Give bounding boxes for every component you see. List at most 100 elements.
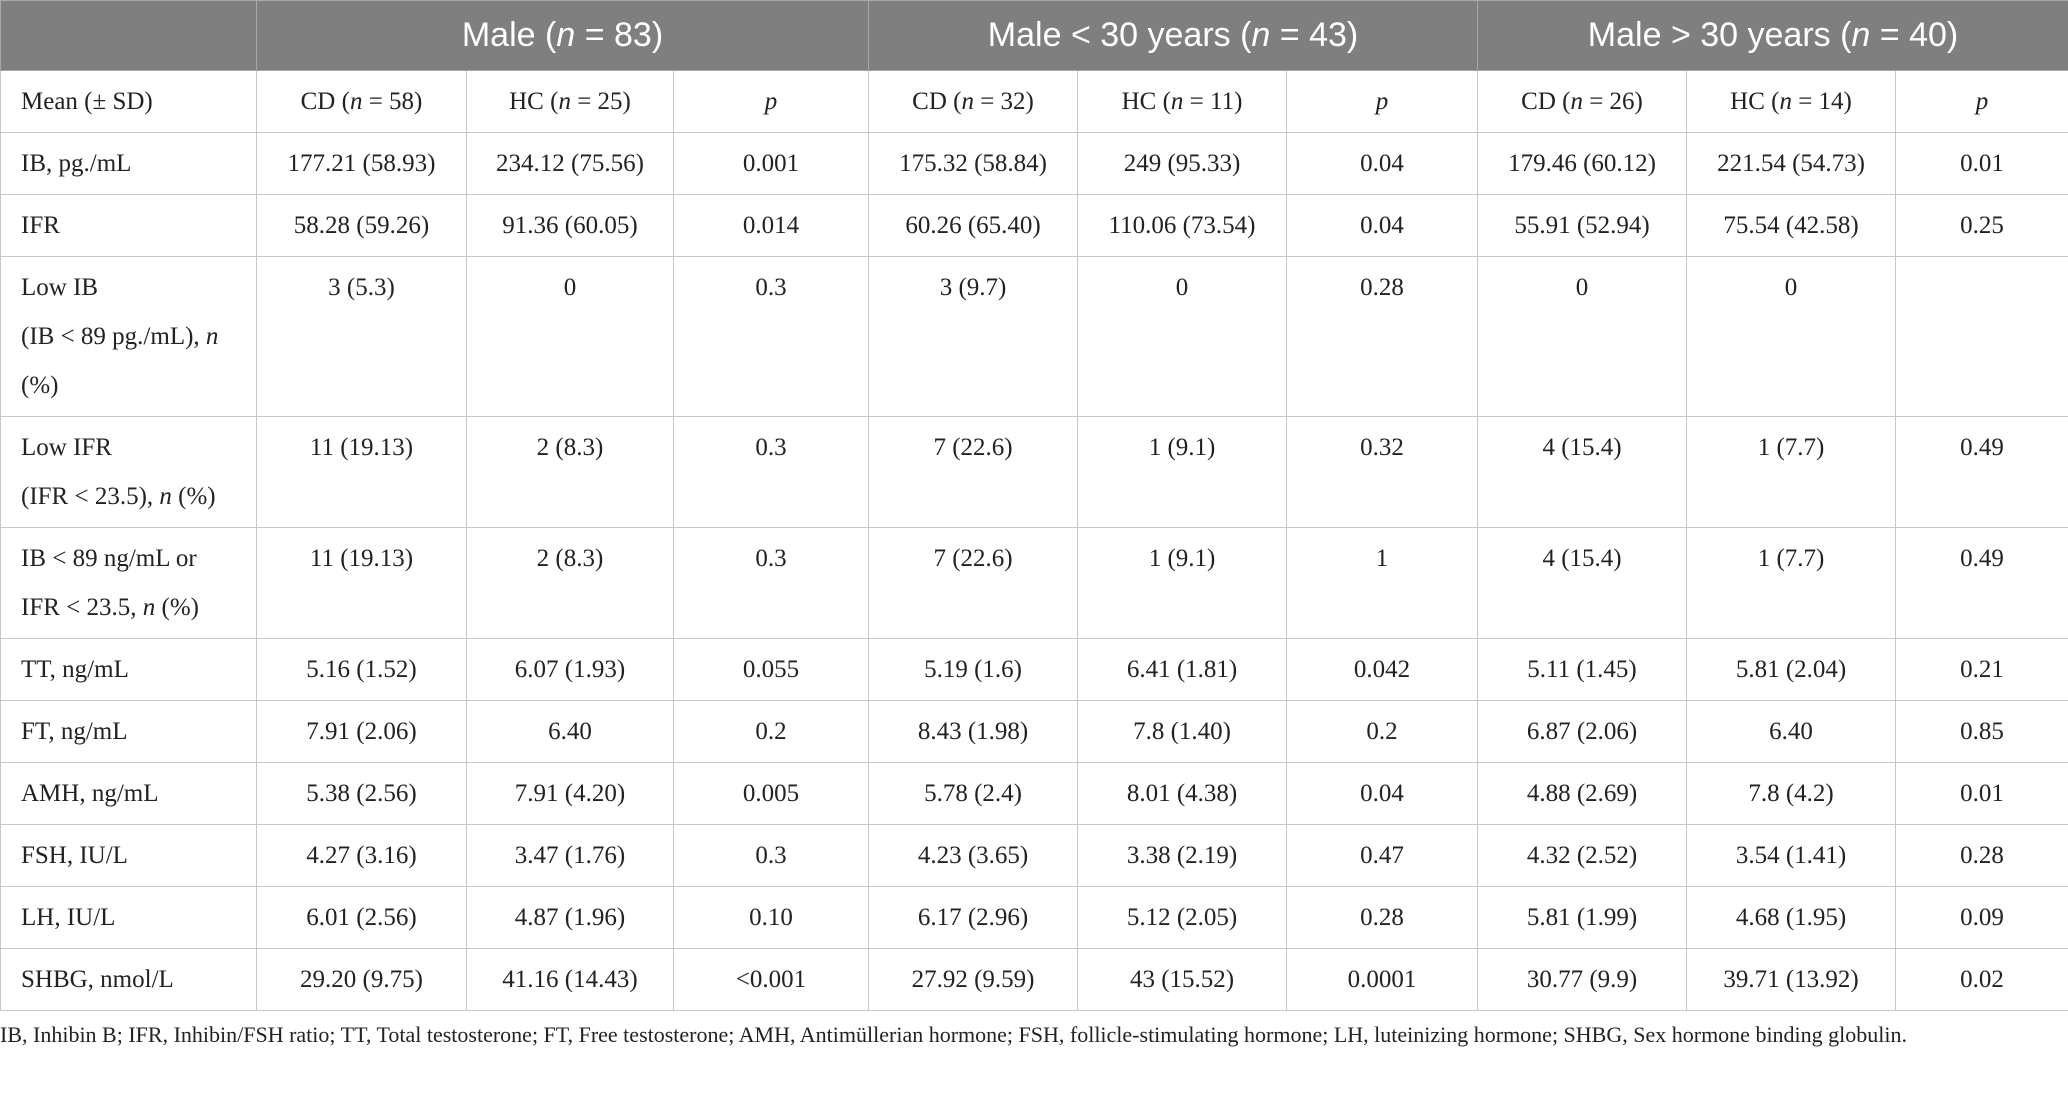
row-label-line: IB < 89 ng/mL or	[21, 545, 197, 572]
table-cell: 7.91 (2.06)	[256, 700, 467, 763]
table-cell: 0.0001	[1286, 948, 1479, 1011]
table-cell: 5.11 (1.45)	[1477, 638, 1688, 701]
table-cell: 4.27 (3.16)	[256, 824, 467, 887]
row-label-line: IB, pg./mL	[21, 150, 132, 177]
table-cell: 7.91 (4.20)	[466, 762, 674, 825]
table-cell: 0.47	[1286, 824, 1479, 887]
table-cell: 0.3	[672, 824, 870, 887]
table-cell: 3.47 (1.76)	[466, 824, 674, 887]
table-cell: 30.77 (9.9)	[1477, 948, 1688, 1011]
table-cell: 41.16 (14.43)	[466, 948, 674, 1011]
table-cell: 3.38 (2.19)	[1077, 824, 1288, 887]
table-cell: 55.91 (52.94)	[1477, 194, 1688, 257]
table-cell: 5.81 (2.04)	[1686, 638, 1897, 701]
table-cell: 0.042	[1286, 638, 1479, 701]
table-cell: 0.85	[1895, 700, 2068, 763]
header-group-male-over-30: Male > 30 years (n = 40)	[1477, 0, 2068, 71]
row-label: SHBG, nmol/L	[0, 948, 257, 1011]
table-cell: 6.17 (2.96)	[868, 886, 1079, 949]
table-cell: 6.07 (1.93)	[466, 638, 674, 701]
table-cell: 0.3	[672, 527, 870, 639]
table-cell: 179.46 (60.12)	[1477, 132, 1688, 195]
table-cell: 0.28	[1286, 256, 1479, 417]
table-cell: 5.19 (1.6)	[868, 638, 1079, 701]
table-cell: 234.12 (75.56)	[466, 132, 674, 195]
table-cell: 0.2	[1286, 700, 1479, 763]
table-cell: 110.06 (73.54)	[1077, 194, 1288, 257]
subheader-hc: HC (n = 11)	[1077, 70, 1288, 133]
row-label-line: Low IFR	[21, 434, 112, 461]
table-cell: 5.12 (2.05)	[1077, 886, 1288, 949]
table-cell: 1 (9.1)	[1077, 416, 1288, 528]
table-cell: 6.41 (1.81)	[1077, 638, 1288, 701]
table-cell: 4.87 (1.96)	[466, 886, 674, 949]
header-group-male: Male (n = 83)	[255, 0, 870, 71]
row-label: Low IB (IB < 89 pg./mL), n (%)	[0, 256, 257, 417]
table-cell: 4.68 (1.95)	[1686, 886, 1897, 949]
table-cell: 0.04	[1286, 194, 1479, 257]
table-header: Male (n = 83) Male < 30 years (n = 43) M…	[0, 0, 2068, 71]
table-cell: 2 (8.3)	[466, 416, 674, 528]
row-label-line: FSH, IU/L	[21, 842, 128, 869]
row-label: LH, IU/L	[0, 886, 257, 949]
table-cell: 4 (15.4)	[1477, 527, 1688, 639]
subheader-hc: HC (n = 14)	[1686, 70, 1897, 133]
table-cell: 4.32 (2.52)	[1477, 824, 1688, 887]
table-cell: 11 (19.13)	[256, 527, 467, 639]
table-cell: 0.49	[1895, 416, 2068, 528]
table-cell: 0.005	[672, 762, 870, 825]
header-corner	[0, 0, 257, 71]
row-label-line: FT, ng/mL	[21, 718, 128, 745]
table-cell: 2 (8.3)	[466, 527, 674, 639]
row-label: Low IFR (IFR < 23.5), n (%)	[0, 416, 257, 528]
table-cell: 0.3	[672, 256, 870, 417]
data-table: Male (n = 83) Male < 30 years (n = 43) M…	[0, 0, 2068, 1011]
row-label: FT, ng/mL	[0, 700, 257, 763]
table-cell: 6.40	[1686, 700, 1897, 763]
table-row: FSH, IU/L 4.27 (3.16) 3.47 (1.76) 0.3 4.23 (…	[0, 824, 2068, 887]
table-cell: 7 (22.6)	[868, 527, 1079, 639]
table-cell: 39.71 (13.92)	[1686, 948, 1897, 1011]
table-row: FT, ng/mL 7.91 (2.06) 6.40 0.2 8.43 (1.98) 7.…	[0, 700, 2068, 763]
row-label: IB < 89 ng/mL or IFR < 23.5, n (%)	[0, 527, 257, 639]
subheader-label: Mean (± SD)	[0, 70, 257, 133]
table-row: TT, ng/mL 5.16 (1.52) 6.07 (1.93) 0.055 5.19…	[0, 638, 2068, 701]
footnote: IB, Inhibin B; IFR, Inhibin/FSH ratio; T…	[0, 1022, 1908, 1047]
table-cell: 43 (15.52)	[1077, 948, 1288, 1011]
row-label-line: SHBG, nmol/L	[21, 966, 174, 993]
table-cell: 0	[1477, 256, 1688, 417]
table-row: IFR 58.28 (59.26) 91.36 (60.05) 0.014 60.26 …	[0, 194, 2068, 257]
table-cell: 0	[1686, 256, 1897, 417]
table-cell: 11 (19.13)	[256, 416, 467, 528]
table-cell: 3 (9.7)	[868, 256, 1079, 417]
row-label-line: AMH, ng/mL	[21, 780, 159, 807]
table-row: IB, pg./mL 177.21 (58.93) 234.12 (75.56) 0.…	[0, 132, 2068, 195]
row-label-line: (IB < 89 pg./mL), n	[21, 323, 219, 350]
table-cell: 1	[1286, 527, 1479, 639]
table-cell: 0.32	[1286, 416, 1479, 528]
table-cell: 0.25	[1895, 194, 2068, 257]
row-label-line: TT, ng/mL	[21, 656, 129, 683]
row-label: FSH, IU/L	[0, 824, 257, 887]
subheader-cd: CD (n = 32)	[868, 70, 1079, 133]
table-cell: 0.21	[1895, 638, 2068, 701]
table-cell: 7.8 (1.40)	[1077, 700, 1288, 763]
table-cell: 5.81 (1.99)	[1477, 886, 1688, 949]
table-cell: 6.87 (2.06)	[1477, 700, 1688, 763]
table-row: IB < 89 ng/mL or IFR < 23.5, n (%) 11 (19.…	[0, 527, 2068, 639]
table-cell: 177.21 (58.93)	[256, 132, 467, 195]
table-cell: 175.32 (58.84)	[868, 132, 1079, 195]
table-cell: 0.28	[1286, 886, 1479, 949]
table-cell: 4.23 (3.65)	[868, 824, 1079, 887]
table-cell: 0.28	[1895, 824, 2068, 887]
table-cell: 4.88 (2.69)	[1477, 762, 1688, 825]
table-cell: 7.8 (4.2)	[1686, 762, 1897, 825]
table-cell: 8.01 (4.38)	[1077, 762, 1288, 825]
table-cell: 5.16 (1.52)	[256, 638, 467, 701]
row-label-line: LH, IU/L	[21, 904, 116, 931]
table-cell: 0.014	[672, 194, 870, 257]
table-cell: 8.43 (1.98)	[868, 700, 1079, 763]
table-cell: 0.02	[1895, 948, 2068, 1011]
subheader-row: Mean (± SD) CD (n = 58) HC (n = 25) p CD…	[0, 70, 2068, 133]
table-cell: 5.38 (2.56)	[256, 762, 467, 825]
